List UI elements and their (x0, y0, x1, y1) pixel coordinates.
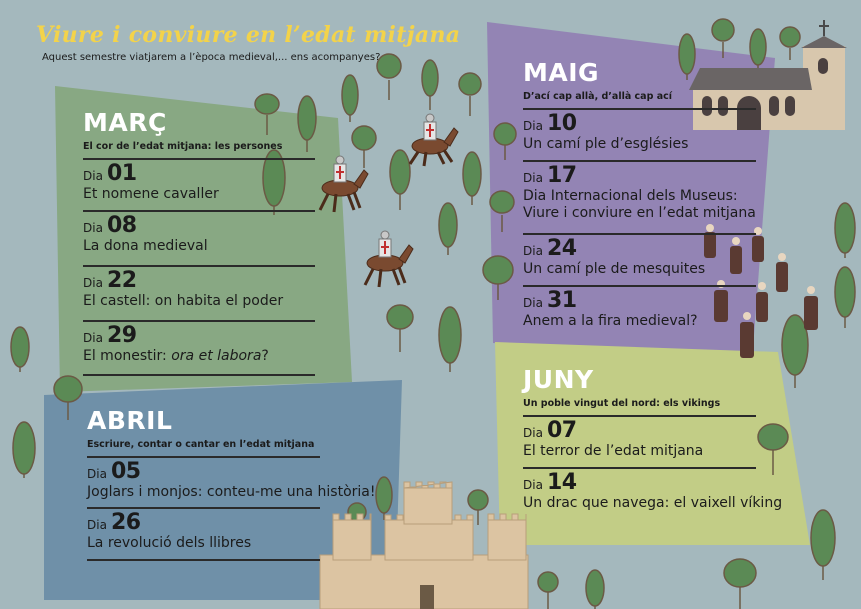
page-header: Viure i conviure en l’edat mitjana Aques… (36, 22, 460, 63)
day-number: 10 (546, 111, 577, 136)
month-theme: Escriure, contar o cantar en l’edat mitj… (87, 439, 315, 450)
event-item: Dia 17 Dia Internacional dels Museus: Viu… (523, 160, 756, 233)
day-number: 07 (546, 418, 577, 443)
event-item: Dia 08 La dona medieval (83, 210, 315, 265)
day-number: 05 (110, 459, 141, 484)
event-title: El terror de l’edat mitjana (523, 443, 704, 459)
event-title: El castell: on habita el poder (83, 293, 284, 309)
day-label: Dia (83, 331, 103, 345)
day-label: Dia (523, 119, 543, 133)
day-label: Dia (83, 276, 103, 290)
event-item: Dia 10 Un camí ple d’esglésies (523, 108, 756, 160)
day-number: 14 (546, 470, 577, 495)
day-label: Dia (523, 244, 543, 258)
day-label: Dia (523, 426, 543, 440)
day-number: 08 (106, 213, 137, 238)
knight-rider-icons (318, 113, 459, 288)
event-item: Dia 07 El terror de l’edat mitjana (523, 415, 756, 467)
day-number: 24 (546, 236, 577, 261)
day-label: Dia (83, 169, 103, 183)
monk-figures (704, 224, 818, 358)
month-name: ABRIL (87, 406, 173, 435)
month-theme: D’ací cap allà, d’allà cap ací (523, 91, 672, 102)
event-title: Dia Internacional dels Museus: (523, 188, 738, 204)
day-number: 31 (546, 288, 577, 313)
juny-panel-shape (495, 342, 810, 545)
event-title: Joglars i monjos: conteu-me una història… (87, 484, 376, 500)
event-title: Un camí ple d’esglésies (523, 136, 689, 152)
event-title-line2: Viure i conviure en l’edat mitjana (523, 205, 756, 221)
event-title: Anem a la fira medieval? (523, 313, 698, 329)
month-theme: Un poble vingut del nord: els vikings (523, 398, 721, 409)
event-title: La revolució dels llibres (87, 535, 252, 551)
day-number: 17 (546, 163, 577, 188)
day-number: 22 (106, 268, 137, 293)
month-name: MAIG (523, 58, 600, 87)
event-item: Dia 05 Joglars i monjos: conteu-me una hi… (87, 456, 376, 507)
event-title: La dona medieval (83, 238, 208, 254)
event-title: El monestir: ora et labora? (83, 348, 315, 365)
event-title: Un camí ple de mesquites (523, 261, 706, 277)
month-panel-juny: JUNY Un poble vingut del nord: els vikin… (523, 365, 783, 519)
event-item: Dia 26 La revolució dels llibres (87, 507, 320, 559)
event-title: Et nomene cavaller (83, 186, 219, 202)
event-item: Dia 31 Anem a la fira medieval? (523, 285, 756, 337)
event-item: Dia 29 El monestir: ora et labora? (83, 320, 315, 374)
event-item: Dia 14 Un drac que navega: el vaixell vík… (523, 467, 783, 519)
day-label: Dia (87, 467, 107, 481)
day-number: 26 (110, 510, 141, 535)
divider (87, 559, 320, 561)
month-panel-abril: ABRIL Escriure, contar o cantar en l’eda… (87, 406, 376, 561)
event-item: Dia 24 Un camí ple de mesquites (523, 233, 756, 285)
month-panel-maig: MAIG D’ací cap allà, d’allà cap ací Dia 1… (523, 58, 756, 337)
page-subtitle: Aquest semestre viatjarem a l’època medi… (42, 52, 381, 63)
page-title: Viure i conviure en l’edat mitjana (36, 22, 461, 48)
day-number: 01 (106, 161, 137, 186)
day-label: Dia (523, 296, 543, 310)
event-title-emphasis: ora et labora (171, 348, 262, 364)
day-number: 29 (106, 323, 137, 348)
month-name: MARÇ (83, 108, 167, 137)
day-label: Dia (523, 171, 543, 185)
month-name: JUNY (523, 365, 594, 394)
divider (83, 374, 315, 376)
day-label: Dia (83, 221, 103, 235)
event-item: Dia 22 El castell: on habita el poder (83, 265, 315, 320)
month-panel-marc: MARÇ El cor de l’edat mitjana: les perso… (83, 108, 315, 376)
event-item: Dia 01 Et nomene cavaller (83, 158, 315, 210)
day-label: Dia (87, 518, 107, 532)
castle-icon (319, 481, 529, 609)
day-label: Dia (523, 478, 543, 492)
abril-panel-shape (44, 380, 402, 600)
event-title-start: El monestir: (83, 348, 172, 364)
event-title: Un drac que navega: el vaixell víking (523, 495, 783, 511)
event-title-end: ? (261, 348, 269, 364)
month-theme: El cor de l’edat mitjana: les persones (83, 141, 283, 152)
